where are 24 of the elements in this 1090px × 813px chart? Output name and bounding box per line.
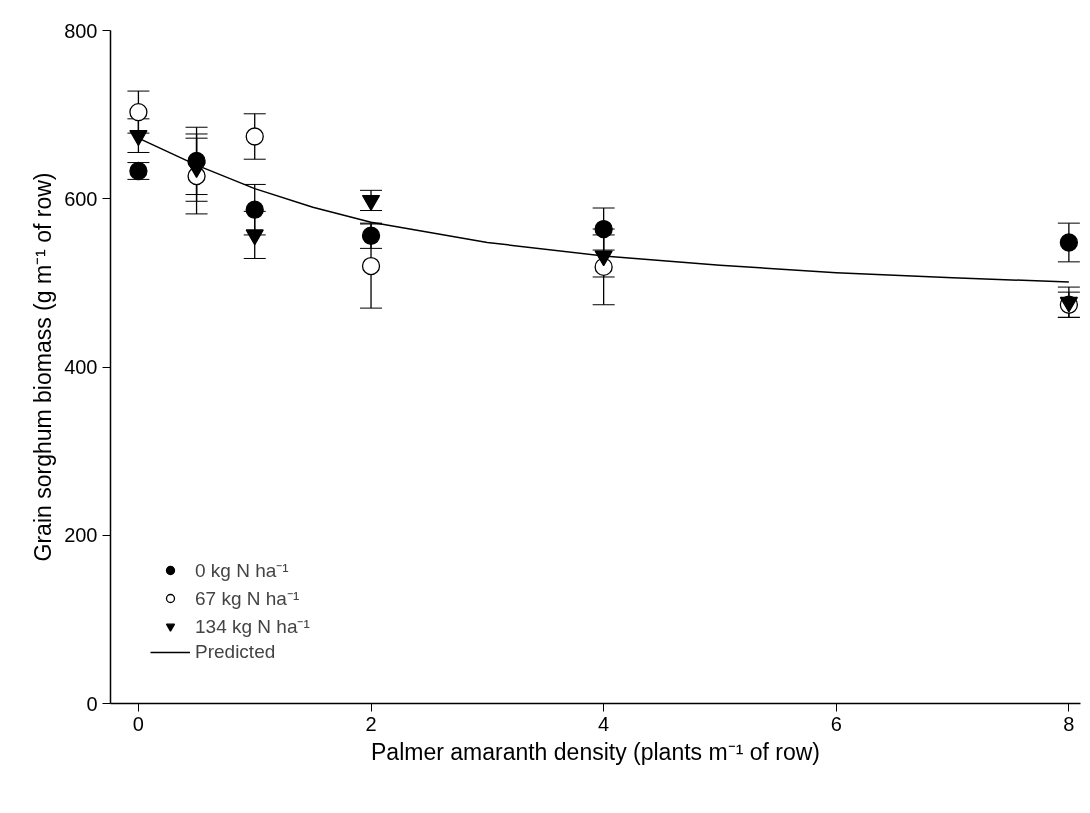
point (361, 194, 381, 211)
x-tick-label: 4 (598, 712, 610, 735)
legend-label: 67 kg N ha⁻¹ (195, 587, 300, 611)
x-tick-label: 2 (365, 712, 377, 735)
legend-label: 134 kg N ha⁻¹ (195, 615, 310, 639)
y-axis-title: Grain sorghum biomass (g m⁻¹ of row) (30, 172, 57, 562)
point (245, 127, 264, 146)
y-tick-label: 0 (86, 692, 98, 715)
point (1059, 233, 1079, 252)
x-tick-label: 8 (1063, 712, 1075, 735)
point (129, 102, 148, 122)
x-tick-label: 0 (132, 712, 144, 735)
x-axis-title: Palmer amaranth density (plants m⁻¹ of row) (371, 738, 821, 765)
y-tick-label: 400 (64, 356, 98, 378)
y-tick-label: 600 (64, 187, 98, 210)
legend-label: Predicted (195, 641, 276, 663)
point (594, 219, 613, 239)
legend-label: 0 kg N ha⁻¹ (195, 559, 289, 583)
y-tick-label: 200 (64, 524, 98, 547)
y-tick-label: 800 (64, 19, 98, 42)
x-tick-label: 6 (830, 712, 842, 735)
point (245, 200, 264, 219)
point (361, 226, 381, 245)
point (361, 256, 381, 276)
